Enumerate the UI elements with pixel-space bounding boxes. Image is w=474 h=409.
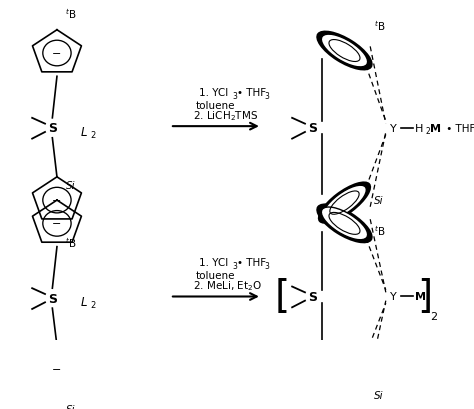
Ellipse shape [316, 31, 373, 71]
Text: M: M [415, 292, 426, 302]
Ellipse shape [318, 348, 371, 390]
Text: 2. LiCH$_{2}$TMS: 2. LiCH$_{2}$TMS [193, 109, 258, 123]
Ellipse shape [321, 35, 368, 68]
Text: ]: ] [417, 278, 432, 316]
Text: L $_{2}$: L $_{2}$ [80, 125, 97, 140]
Text: toluene: toluene [196, 270, 236, 280]
Text: 2. MeLi, Et$_{2}$O: 2. MeLi, Et$_{2}$O [193, 279, 262, 292]
Text: • THF: • THF [237, 88, 266, 98]
Text: 3: 3 [232, 261, 237, 270]
Text: 3: 3 [232, 91, 237, 100]
Text: 1. YCl: 1. YCl [200, 88, 228, 98]
Text: S: S [308, 122, 317, 135]
Text: Si: Si [374, 390, 383, 400]
Text: $^t$B: $^t$B [65, 7, 76, 21]
Ellipse shape [323, 352, 366, 386]
Text: • THF: • THF [443, 124, 474, 133]
Text: 2: 2 [425, 126, 430, 135]
Text: toluene: toluene [196, 100, 236, 110]
Ellipse shape [316, 204, 373, 244]
Text: S: S [48, 122, 57, 135]
Text: Y: Y [390, 124, 397, 133]
Text: −: − [52, 196, 62, 206]
Text: M: M [430, 124, 441, 133]
Text: Si: Si [66, 181, 75, 191]
Text: • THF: • THF [237, 258, 266, 268]
Text: $^t$B: $^t$B [374, 19, 385, 33]
Text: Y: Y [390, 292, 397, 302]
Text: H: H [415, 124, 424, 133]
Text: S: S [308, 290, 317, 303]
Text: −: − [52, 219, 62, 229]
Ellipse shape [318, 182, 371, 224]
Text: 3: 3 [264, 91, 269, 100]
Text: S: S [48, 292, 57, 305]
Text: $^t$B: $^t$B [374, 224, 385, 238]
Text: −: − [52, 364, 62, 374]
Text: 1. YCl: 1. YCl [200, 258, 228, 268]
Text: 3: 3 [264, 261, 269, 270]
Text: $^t$B: $^t$B [65, 236, 76, 249]
Text: −: − [52, 49, 62, 59]
Text: Si: Si [66, 404, 75, 409]
Text: L $_{2}$: L $_{2}$ [80, 295, 97, 310]
Ellipse shape [321, 207, 368, 240]
Text: 2: 2 [430, 312, 437, 321]
Text: [: [ [274, 278, 290, 316]
Ellipse shape [323, 186, 366, 220]
Text: Si: Si [374, 196, 383, 206]
